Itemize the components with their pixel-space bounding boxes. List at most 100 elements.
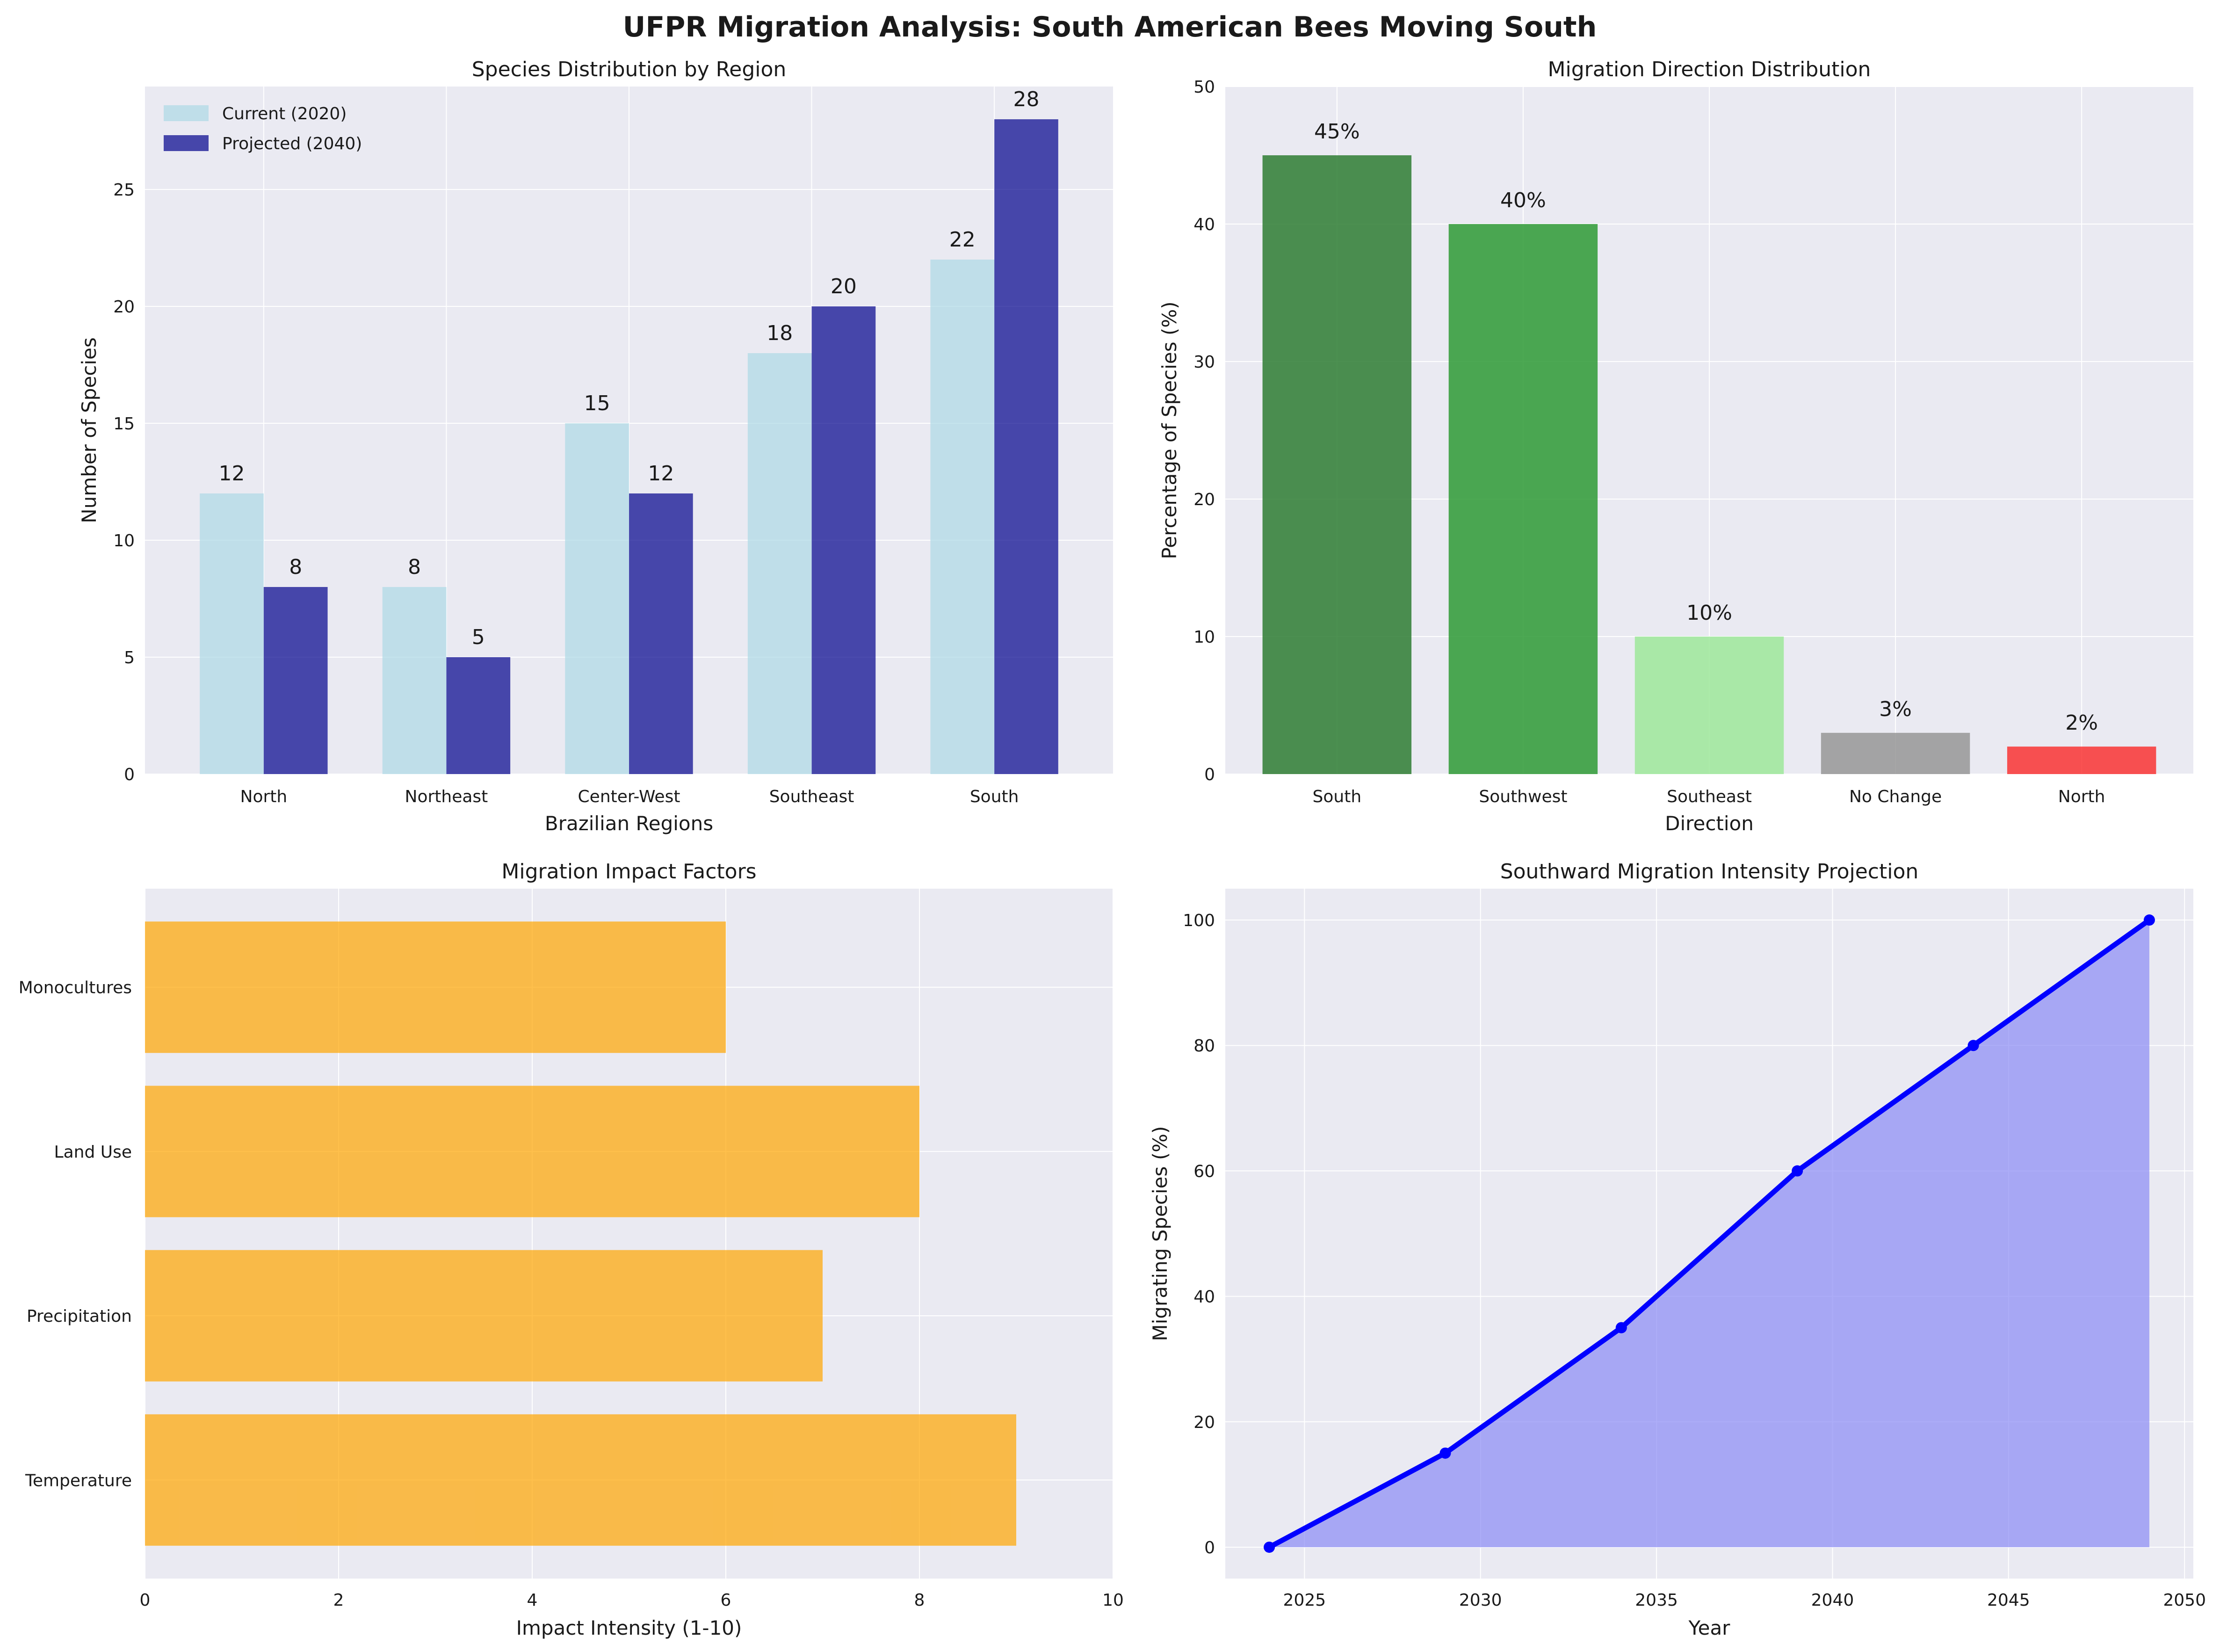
x-tick-label-southeast: Southeast (769, 787, 854, 806)
panel-4-xlabel: Year (1688, 1616, 1731, 1639)
panel-2-title: Migration Direction Distribution (1548, 58, 1871, 81)
bar-land-use (145, 1086, 919, 1217)
y-tick-label: 20 (1193, 1413, 1215, 1432)
data-label: 15 (584, 391, 610, 415)
data-point-2049 (2143, 914, 2155, 926)
bar-current-2020-southeast (747, 353, 812, 774)
panel-1-legend: Current (2020) Projected (2040) (164, 104, 362, 153)
y-tick-label: 0 (124, 765, 135, 784)
x-tick-label-south: South (970, 787, 1019, 806)
y-tick-label: 15 (113, 414, 135, 434)
bar-southeast (1634, 637, 1784, 774)
impact-factors-chart: 0 2 4 6 8 10 Temperature Precipitation Land Use M… (19, 860, 1124, 1639)
panel-1-ticks: 0 5 10 15 20 25 North Northeast Center-West South… (113, 181, 1019, 806)
panel-3-title: Migration Impact Factors (501, 860, 756, 884)
y-tick-label: 60 (1193, 1162, 1215, 1181)
x-tick-label-north: North (2058, 787, 2105, 806)
legend-label-current: Current (2020) (222, 104, 347, 123)
bar-projected-2040-south (994, 119, 1058, 774)
x-tick-label-north: North (240, 787, 288, 806)
y-tick-label: 50 (1193, 78, 1215, 97)
migration-direction-chart: 45% 40% 10% 3% 2% 0 10 20 30 40 50 South Southwest S… (1158, 58, 2193, 835)
bar-current-2020-northeast (382, 587, 447, 774)
panel-2-bars: 45% 40% 10% 3% 2% (1262, 120, 2156, 774)
x-tick-label: 0 (140, 1591, 151, 1610)
data-label: 8 (408, 555, 421, 579)
x-tick-label-south: South (1313, 787, 1362, 806)
panel-1-title: Species Distribution by Region (472, 58, 787, 81)
x-tick-label-northeast: Northeast (405, 787, 488, 806)
y-tick-label: 5 (124, 648, 135, 667)
data-point-2024 (1264, 1541, 1275, 1553)
data-point-2029 (1439, 1447, 1451, 1459)
bar-south (1262, 155, 1412, 774)
panel-4-title: Southward Migration Intensity Projection (1500, 860, 1919, 884)
series-line (1266, 917, 2152, 1550)
x-tick-label-southwest: Southwest (1479, 787, 1567, 806)
bar-current-2020-north (200, 493, 264, 774)
bar-projected-2040-southeast (811, 306, 876, 774)
bar-temperature (145, 1414, 1016, 1546)
y-tick-label: 40 (1193, 215, 1215, 234)
data-label: 8 (289, 555, 302, 579)
panel-1-bars: 12 8 15 18 22 8 5 12 20 28 (200, 87, 1058, 774)
x-tick-label-southeast: Southeast (1667, 787, 1752, 806)
y-tick-label: 30 (1193, 353, 1215, 372)
data-label: 45% (1314, 120, 1360, 144)
x-tick-label: 2035 (1635, 1591, 1678, 1610)
data-label: 20 (831, 275, 857, 298)
data-label: 10% (1686, 601, 1732, 625)
x-tick-label: 2 (333, 1591, 344, 1610)
data-label: 5 (472, 625, 485, 649)
bar-projected-2040-northeast (446, 657, 511, 774)
panel-3-ticks: 0 2 4 6 8 10 Temperature Precipitation Land Use M… (19, 978, 1124, 1610)
bar-projected-2040-north (263, 587, 328, 774)
legend-swatch-projected (164, 135, 209, 151)
panel-3-xlabel: Impact Intensity (1-10) (516, 1616, 742, 1639)
bar-current-2020-center-west (565, 423, 629, 774)
x-tick-label: 8 (914, 1591, 925, 1610)
panel-2-xlabel: Direction (1665, 812, 1754, 835)
legend-swatch-current (164, 105, 209, 121)
y-tick-label-land-use: Land Use (54, 1143, 132, 1162)
y-tick-label: 40 (1193, 1288, 1215, 1307)
panel-1-ylabel: Number of Species (78, 337, 101, 523)
data-label: 3% (1879, 697, 1912, 721)
x-tick-label: 2040 (1811, 1591, 1854, 1610)
panel-1-xlabel: Brazilian Regions (545, 812, 713, 835)
data-label: 28 (1013, 87, 1039, 111)
y-tick-label: 0 (1204, 765, 1215, 784)
bar-projected-2040-center-west (629, 493, 693, 774)
y-tick-label: 100 (1183, 911, 1215, 930)
data-label: 12 (219, 462, 245, 485)
x-tick-label: 10 (1102, 1591, 1124, 1610)
data-label: 40% (1500, 188, 1546, 212)
y-tick-label: 10 (1193, 628, 1215, 647)
x-tick-label: 2025 (1283, 1591, 1326, 1610)
y-tick-label: 10 (113, 531, 135, 551)
x-tick-label: 2045 (1987, 1591, 2030, 1610)
data-label: 2% (2065, 711, 2098, 735)
data-label: 18 (767, 321, 793, 345)
y-tick-label: 20 (113, 297, 135, 317)
y-tick-label-precipitation: Precipitation (27, 1307, 132, 1326)
data-label: 12 (648, 462, 674, 485)
species-distribution-chart: 12 8 15 18 22 8 5 12 20 28 0 5 10 15 20 25 North Northea… (78, 58, 1113, 835)
data-point-2034 (1615, 1322, 1627, 1333)
bar-precipitation (145, 1250, 823, 1382)
x-tick-label: 4 (527, 1591, 538, 1610)
x-tick-label: 2030 (1459, 1591, 1502, 1610)
y-tick-label: 0 (1204, 1538, 1215, 1558)
y-tick-label: 25 (113, 181, 135, 200)
x-tick-label: 2050 (2163, 1591, 2206, 1610)
x-tick-label-no-change: No Change (1849, 787, 1942, 806)
panel-2-ticks: 0 10 20 30 40 50 South Southwest Southeast No Cha… (1193, 78, 2105, 806)
bar-monocultures (145, 921, 726, 1053)
panel-2-ylabel: Percentage of Species (%) (1158, 301, 1181, 559)
bar-southwest (1448, 224, 1598, 774)
bar-north (2007, 746, 2156, 774)
panel-4-ylabel: Migrating Species (%) (1149, 1126, 1171, 1341)
